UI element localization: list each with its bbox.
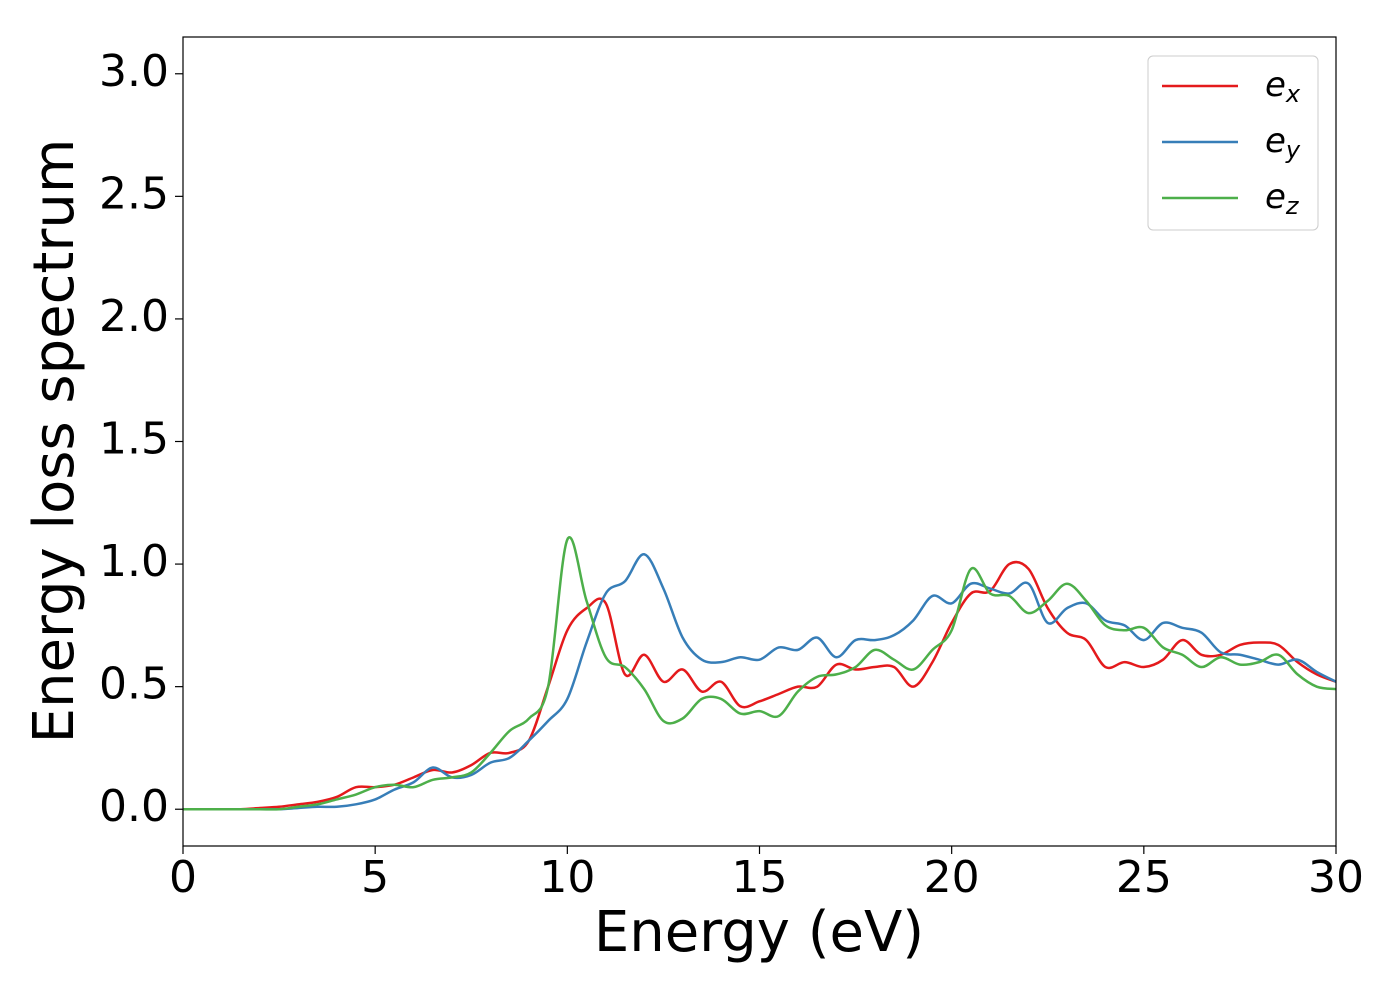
y-tick-label: 1.0 (99, 536, 169, 587)
y-tick-label: 2.0 (99, 291, 169, 342)
x-tick-label: 30 (1308, 852, 1364, 903)
y-tick-label: 3.0 (99, 46, 169, 97)
x-tick-label: 20 (924, 852, 980, 903)
series-line (183, 553, 1336, 811)
legend-label: ex (1265, 65, 1301, 109)
x-tick-label: 0 (169, 852, 197, 903)
plot-frame (182, 36, 1337, 847)
legend-label: ez (1265, 177, 1300, 221)
x-tick-label: 25 (1116, 852, 1172, 903)
y-tick-label: 2.5 (99, 168, 169, 219)
x-tick-label: 10 (539, 852, 595, 903)
series-line (183, 536, 1336, 811)
y-tick-label: 0.5 (99, 659, 169, 710)
x-tick-label: 5 (361, 852, 389, 903)
y-tick-label: 1.5 (99, 414, 169, 465)
x-tick-label: 15 (732, 852, 788, 903)
y-axis-label: Energy loss spectrum (22, 139, 87, 744)
legend-label: ey (1265, 121, 1301, 165)
series-line (183, 560, 1336, 811)
x-axis-label: Energy (eV) (594, 900, 924, 965)
y-tick-label: 0.0 (99, 781, 169, 832)
